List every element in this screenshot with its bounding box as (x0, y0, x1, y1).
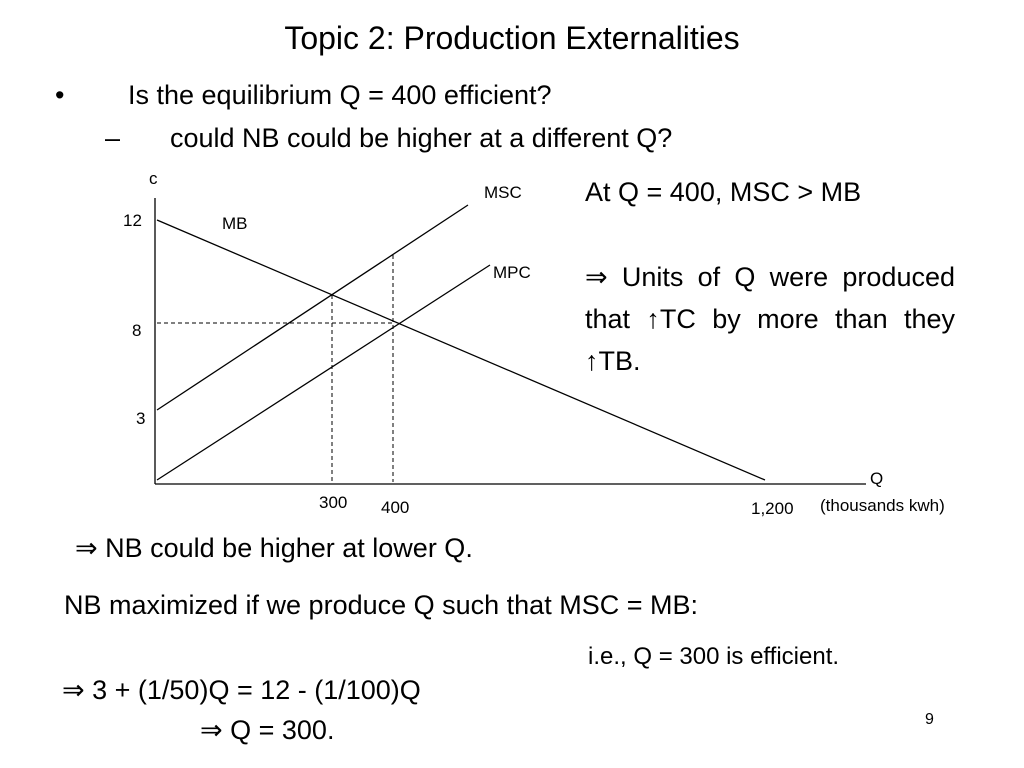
page-number: 9 (925, 711, 934, 728)
sub-bullet-text: could NB could be higher at a different … (170, 123, 673, 153)
mb-curve (156, 219, 766, 481)
x-axis-unit: (thousands kwh) (820, 496, 945, 515)
x-axis-label: Q (870, 469, 884, 488)
note-body: ⇒ Units of Q were produced that ↑TC by m… (585, 262, 955, 376)
y-tick-label: 8 (132, 321, 142, 340)
conclusion: ⇒ NB could be higher at lower Q. (75, 533, 473, 563)
mpc-curve (156, 264, 491, 481)
slide-title: Topic 2: Production Externalities (284, 20, 740, 56)
bullet-marker: • (55, 80, 65, 110)
curve-label: MSC (484, 183, 522, 202)
sub-bullet-marker: – (105, 123, 121, 153)
curve-label: MPC (493, 263, 531, 282)
y-tick-label: 12 (123, 211, 142, 230)
solution: ⇒ Q = 300. (200, 715, 335, 745)
note-heading: At Q = 400, MSC > MB (585, 177, 862, 207)
msc-curve (156, 204, 469, 411)
y-axis-label: c (149, 169, 158, 188)
condition: NB maximized if we produce Q such that M… (64, 590, 698, 620)
y-tick-label: 3 (136, 409, 146, 428)
bullet-text: Is the equilibrium Q = 400 efficient? (128, 80, 552, 110)
result: i.e., Q = 300 is efficient. (588, 643, 840, 670)
equation: ⇒ 3 + (1/50)Q = 12 - (1/100)Q (62, 675, 421, 705)
x-tick-label: 1,200 (751, 499, 794, 518)
x-tick-label: 300 (319, 493, 348, 512)
x-tick-label: 400 (381, 498, 410, 517)
curve-label: MB (222, 214, 248, 233)
